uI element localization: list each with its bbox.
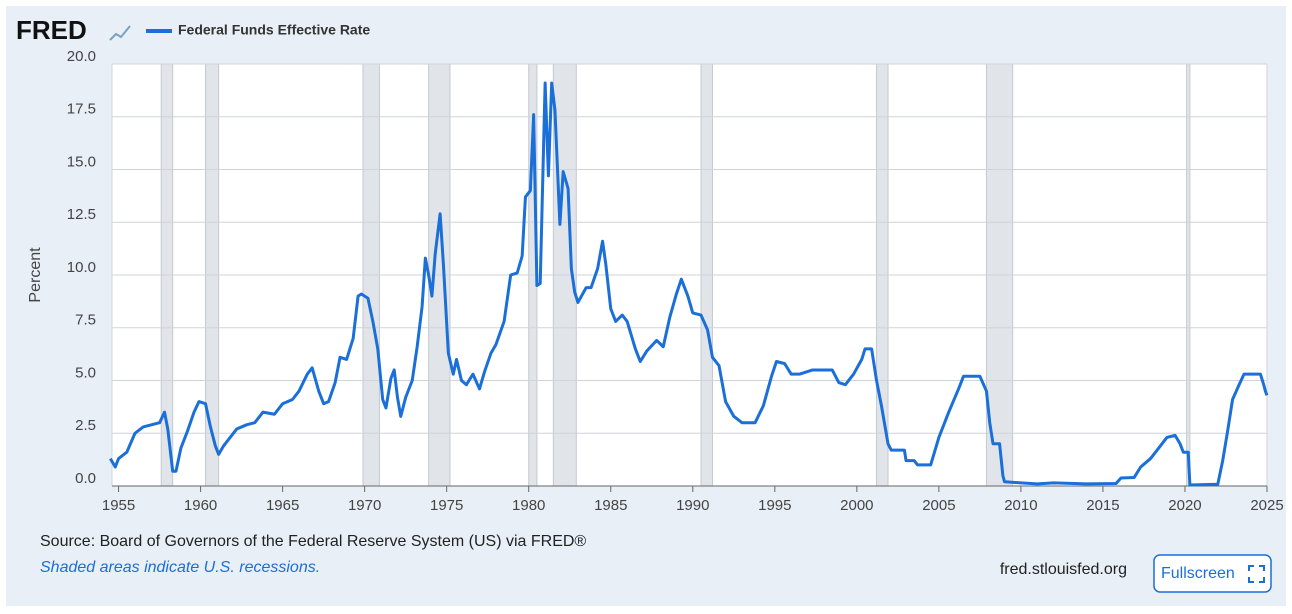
x-tick-label: 2020 [1168, 497, 1201, 514]
y-tick-label: 5.0 [75, 364, 96, 381]
y-tick-label: 20.0 [67, 48, 96, 65]
button-bg[interactable] [1153, 554, 1272, 593]
x-tick-label: 1985 [594, 497, 627, 514]
x-tick-label: 1965 [266, 497, 299, 514]
fullscreen-button[interactable]: Fullscreen [1153, 554, 1272, 593]
y-tick-label: 7.5 [75, 312, 96, 329]
logo-icon [109, 25, 131, 41]
x-tick-label: 1960 [184, 497, 217, 514]
series-line [109, 81, 1269, 487]
logo: FRED [16, 15, 87, 45]
legend-label: Federal Funds Effective Rate [178, 22, 370, 38]
x-tick-label: 1970 [348, 497, 381, 514]
source: Source: Board of Governors of the Federa… [40, 533, 586, 550]
x-tick-label: 2025 [1250, 497, 1283, 514]
x-tick-label: 1955 [102, 497, 135, 514]
y-tick-label: 0.0 [75, 470, 96, 487]
y-tick-label: 15.0 [67, 153, 96, 170]
x-tick-label: 1980 [512, 497, 545, 514]
x-tick-label: 1975 [430, 497, 463, 514]
site-link: fred.stlouisfed.org [1000, 561, 1127, 578]
y-tick-label: 2.5 [75, 417, 96, 434]
y-axis-label: Percent [27, 247, 44, 303]
fullscreen-icon[interactable] [1248, 565, 1265, 583]
y-tick-label: 17.5 [67, 101, 96, 118]
x-tick-label: 2015 [1086, 497, 1119, 514]
plot: 0.0 2.5 5.0 7.5 10.0 12.5 15.0 17.5 20.0 1955 1960… [67, 48, 1284, 514]
button-label[interactable]: Fullscreen [1161, 565, 1235, 582]
x-tick-label: 1990 [676, 497, 709, 514]
x-tick-label: 1995 [758, 497, 791, 514]
note: Shaded areas indicate U.S. recessions. [40, 559, 320, 576]
y-tick-label: 10.0 [67, 259, 96, 276]
x-tick-label: 2005 [922, 497, 955, 514]
x-tick-label: 2000 [840, 497, 873, 514]
y-tick-label: 12.5 [67, 206, 96, 223]
x-tick-label: 2010 [1004, 497, 1037, 514]
